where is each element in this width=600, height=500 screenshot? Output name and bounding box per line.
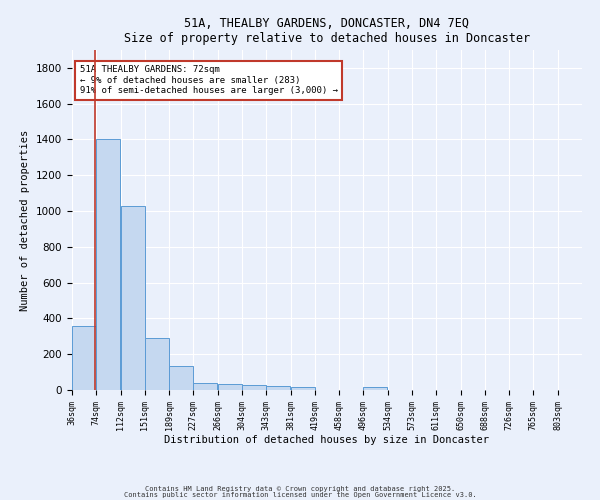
Text: Contains HM Land Registry data © Crown copyright and database right 2025.
Contai: Contains HM Land Registry data © Crown c… — [124, 486, 476, 498]
Title: 51A, THEALBY GARDENS, DONCASTER, DN4 7EQ
Size of property relative to detached h: 51A, THEALBY GARDENS, DONCASTER, DN4 7EQ… — [124, 16, 530, 44]
Bar — [145, 338, 169, 390]
Bar — [266, 386, 290, 390]
Bar — [169, 366, 193, 390]
Bar — [72, 326, 96, 390]
Bar — [96, 140, 121, 390]
Bar — [364, 388, 388, 390]
Bar — [121, 206, 145, 390]
X-axis label: Distribution of detached houses by size in Doncaster: Distribution of detached houses by size … — [164, 436, 490, 446]
Bar — [218, 384, 242, 390]
Bar — [193, 383, 217, 390]
Text: 51A THEALBY GARDENS: 72sqm
← 9% of detached houses are smaller (283)
91% of semi: 51A THEALBY GARDENS: 72sqm ← 9% of detac… — [80, 66, 338, 95]
Bar — [242, 384, 266, 390]
Bar — [290, 388, 314, 390]
Y-axis label: Number of detached properties: Number of detached properties — [20, 130, 31, 310]
